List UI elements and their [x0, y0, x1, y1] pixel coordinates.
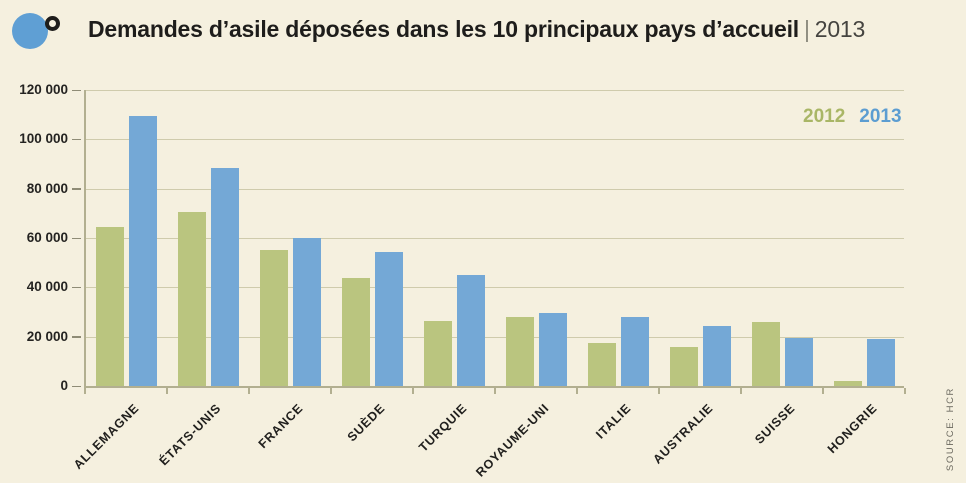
x-axis-tick [822, 387, 824, 394]
y-axis-tick [72, 237, 81, 239]
gridline-100000 [84, 139, 904, 141]
y-axis-line [84, 90, 86, 386]
y-axis-tick [72, 336, 81, 338]
x-axis-tick [658, 387, 660, 394]
x-axis-label-france: FRANCE [255, 401, 306, 452]
x-axis-tick [494, 387, 496, 394]
x-axis-tick [248, 387, 250, 394]
gridline-40000 [84, 287, 904, 289]
chart-legend: 2012 2013 [803, 106, 902, 128]
x-axis-label-australie: AUSTRALIE [650, 401, 716, 467]
x-axis-tick [166, 387, 168, 394]
bar-2013-france [293, 238, 321, 386]
bar-2013-allemagne [129, 116, 157, 386]
bar-2012-hongrie [834, 381, 862, 386]
y-axis-label: 120 000 [19, 82, 68, 97]
bar-2012-italie [588, 343, 616, 386]
y-axis-label: 20 000 [26, 328, 68, 344]
bar-2013-turquie [457, 275, 485, 386]
bar-2012-suisse [752, 322, 780, 386]
x-axis-label-allemagne: ALLEMAGNE [70, 401, 142, 472]
gridline-20000 [84, 336, 904, 338]
bar-2013-royaume-uni [539, 313, 567, 386]
x-axis-tick [412, 387, 414, 394]
x-axis-label-états-unis: ÉTATS-UNIS [156, 401, 224, 469]
y-axis-label: 80 000 [26, 180, 68, 196]
y-axis-label: 0 [60, 378, 68, 393]
bar-2012-france [260, 250, 288, 386]
bar-2012-turquie [424, 321, 452, 386]
bar-2012-royaume-uni [506, 317, 534, 386]
title-main: Demandes d’asile déposées dans les 10 pr… [88, 16, 799, 42]
y-axis-label: 60 000 [26, 230, 68, 245]
title-year: 2013 [814, 16, 866, 42]
x-axis-label-hongrie: HONGRIE [824, 401, 880, 457]
legend-item-2013: 2013 [859, 106, 902, 127]
x-axis-label-suisse: SUISSE [752, 401, 798, 447]
x-axis-tick [330, 387, 332, 394]
bar-2013-australie [703, 326, 731, 386]
bar-2012-suède [342, 278, 370, 386]
y-axis-tick [72, 188, 81, 190]
bar-2013-hongrie [867, 339, 895, 386]
bar-2013-italie [621, 317, 649, 386]
y-axis-tick [72, 385, 81, 387]
x-axis-label-royaume-uni: ROYAUME-UNI [473, 401, 552, 480]
bar-2013-suède [375, 252, 403, 386]
logo-ring-icon [45, 16, 60, 31]
legend-item-2012: 2012 [803, 106, 846, 127]
logo-circle-icon [12, 13, 48, 49]
bar-2012-allemagne [96, 227, 124, 386]
y-axis-tick [72, 286, 81, 289]
x-axis-tick [84, 387, 86, 394]
x-axis-label-turquie: TURQUIE [416, 401, 470, 455]
gridline-60000 [84, 238, 904, 239]
page-title: Demandes d’asile déposées dans les 10 pr… [88, 16, 865, 43]
y-axis-label: 40 000 [26, 279, 68, 295]
x-axis-tick [904, 387, 906, 394]
x-axis-tick [576, 387, 578, 394]
bar-2012-états-unis [178, 212, 206, 386]
gridline-80000 [84, 188, 904, 190]
bar-2013-états-unis [211, 168, 239, 386]
x-axis-tick [740, 387, 742, 394]
title-separator: | [803, 16, 810, 42]
x-axis-line [84, 386, 904, 388]
bar-2013-suisse [785, 338, 813, 386]
bar-2012-australie [670, 347, 698, 386]
gridline-120000 [84, 90, 904, 91]
y-axis-tick [72, 89, 81, 91]
y-axis-label: 100 000 [19, 131, 68, 147]
x-axis-label-suède: SUÈDE [344, 401, 388, 445]
source-credit: SOURCE: HCR [945, 386, 956, 471]
x-axis-label-italie: ITALIE [593, 401, 634, 442]
y-axis-tick [72, 138, 81, 141]
